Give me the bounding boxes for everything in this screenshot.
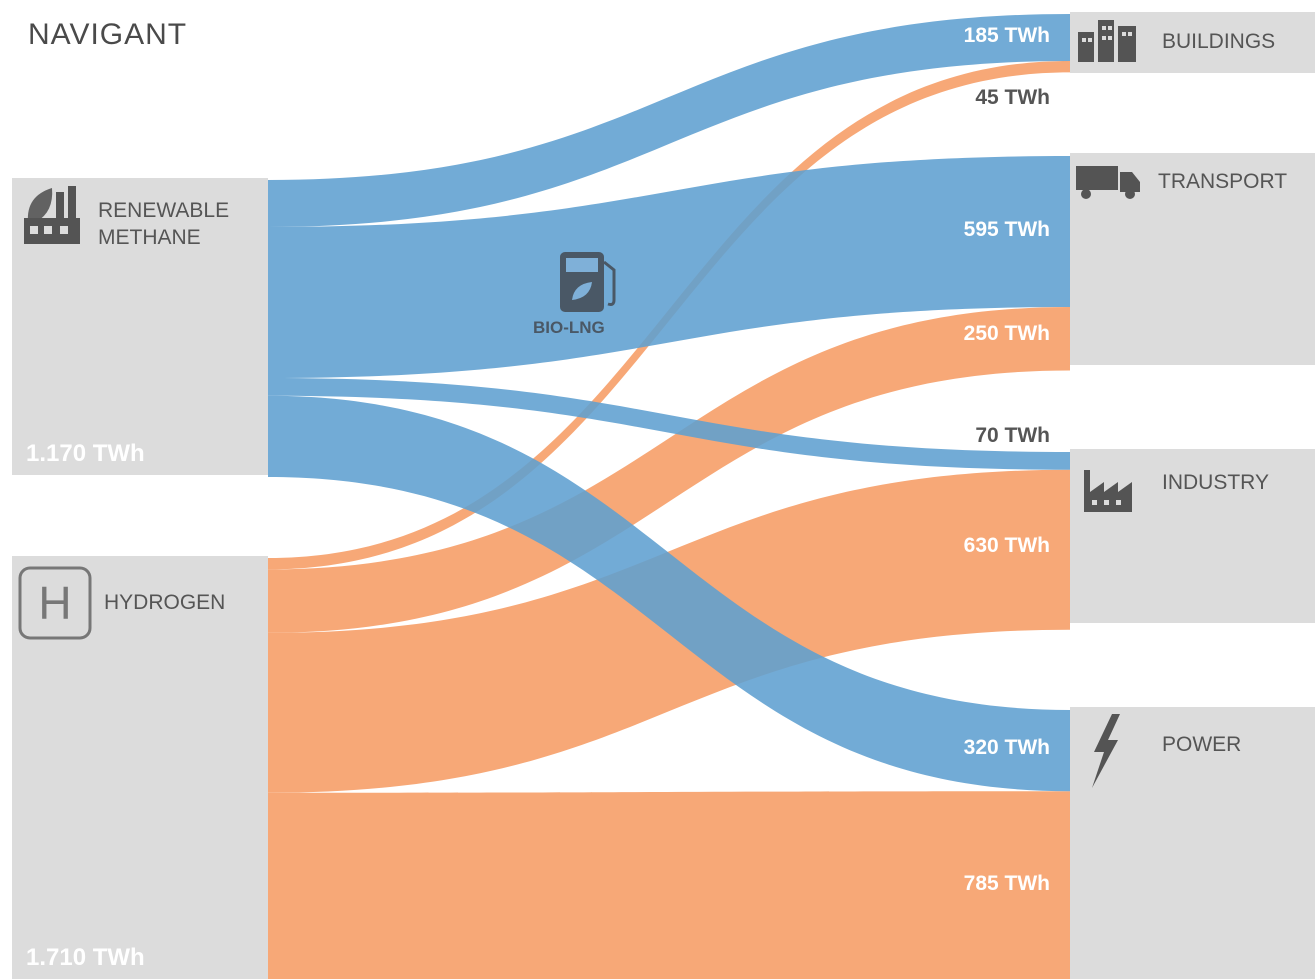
power-label: POWER: [1162, 733, 1242, 756]
transport-label: TRANSPORT: [1158, 170, 1288, 193]
flow-renewable-methane-to-buildings: [268, 14, 1070, 227]
flow-hydrogen-to-power: [268, 791, 1070, 979]
flow-label-hydrogen-industry: 630 TWh: [963, 534, 1050, 557]
industry-label: INDUSTRY: [1162, 471, 1269, 494]
flow-label-methane-power: 320 TWh: [963, 736, 1050, 759]
node-hydrogen: [12, 556, 268, 979]
svg-text:H: H: [38, 577, 71, 629]
flow-label-methane-industry: 70 TWh: [975, 424, 1050, 447]
flow-renewable-methane-to-power: [268, 395, 1070, 792]
hydrogen-total: 1.710 TWh: [26, 944, 145, 971]
factory-icon: [1084, 470, 1132, 512]
flow-label-hydrogen-transport: 250 TWh: [963, 322, 1050, 345]
renewable-methane-label-line1: RENEWABLE: [98, 199, 230, 222]
lightning-icon: [1092, 714, 1120, 788]
renewable-methane-label-line2: METHANE: [98, 226, 201, 249]
bio-lng-annotation: BIO-LNG: [533, 318, 605, 337]
truck-icon: [1076, 166, 1140, 199]
renewable-methane-total: 1.170 TWh: [26, 440, 145, 467]
buildings-label: BUILDINGS: [1162, 30, 1276, 53]
factory-leaf-icon: [24, 186, 80, 244]
renewable-methane-label: RENEWABLE METHANE: [98, 197, 229, 251]
flow-renewable-methane-to-transport: [268, 156, 1070, 378]
fuel-pump-icon: [560, 252, 616, 312]
flow-label-methane-transport: 595 TWh: [963, 218, 1050, 241]
navigant-logo: NAVIGANT: [28, 18, 188, 51]
flow-label-methane-buildings: 185 TWh: [963, 24, 1050, 47]
flow-hydrogen-to-transport: [268, 307, 1070, 633]
node-industry: [1070, 449, 1315, 623]
flow-bands: [268, 14, 1070, 979]
hydrogen-label: HYDROGEN: [104, 591, 226, 614]
buildings-icon: [1078, 20, 1136, 62]
flow-label-hydrogen-power: 785 TWh: [963, 872, 1050, 895]
hydrogen-icon: H: [18, 566, 92, 640]
flow-renewable-methane-to-industry: [268, 378, 1070, 470]
flow-label-hydrogen-buildings: 45 TWh: [975, 86, 1050, 109]
